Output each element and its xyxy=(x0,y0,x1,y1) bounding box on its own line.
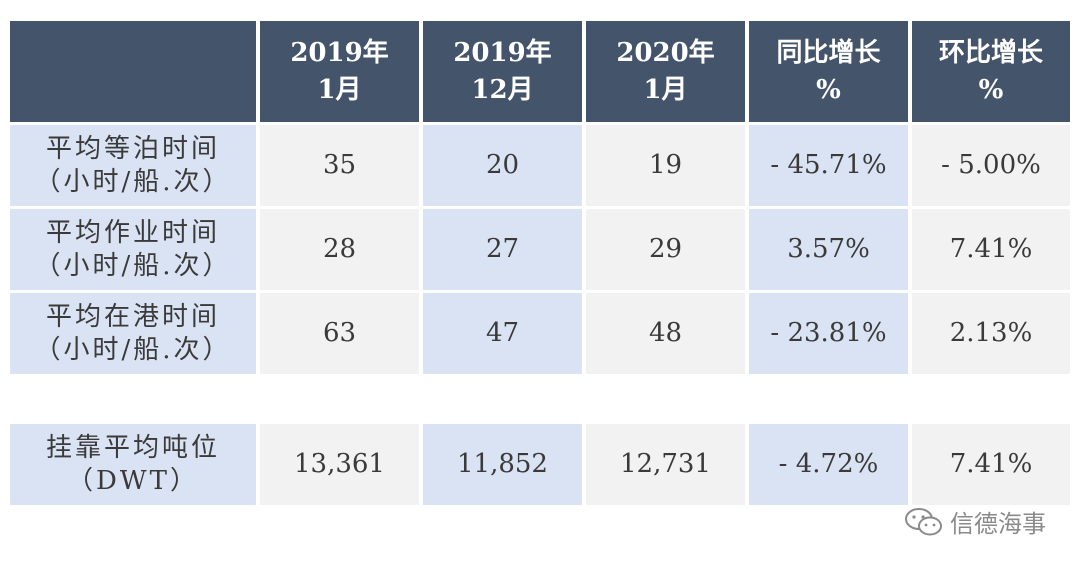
header-2019-jan: 2019年 1月 xyxy=(260,21,419,122)
table-cell: 47 xyxy=(423,293,582,374)
header-yoy-growth: 同比增长 % xyxy=(749,21,908,122)
table-cell: 7.41% xyxy=(912,424,1070,505)
table-cell: 28 xyxy=(260,209,419,290)
table-cell: 27 xyxy=(423,209,582,290)
table-cell: 3.57% xyxy=(749,209,908,290)
watermark: 信德海事 xyxy=(904,504,1046,539)
table-cell: 2.13% xyxy=(912,293,1070,374)
watermark-text: 信德海事 xyxy=(950,510,1046,538)
header-2019-dec: 2019年 12月 xyxy=(423,21,582,122)
table-cell: 7.41% xyxy=(912,209,1070,290)
data-table: 2019年 1月 2019年 12月 2020年 1月 同比增长 % 环比增长 … xyxy=(10,21,1070,505)
wechat-icon xyxy=(905,507,942,535)
table-cell: 11,852 xyxy=(423,424,582,505)
header-corner xyxy=(10,21,256,122)
table-cell: 12,731 xyxy=(586,424,745,505)
table-cell: - 45.71% xyxy=(749,125,908,206)
header-2020-jan: 2020年 1月 xyxy=(586,21,745,122)
row-label: 挂靠平均吨位 （DWT） xyxy=(10,424,256,505)
table-cell: 19 xyxy=(586,125,745,206)
spacer xyxy=(423,377,582,421)
table-cell: 35 xyxy=(260,125,419,206)
table-cell: 29 xyxy=(586,209,745,290)
spacer xyxy=(260,377,419,421)
spacer xyxy=(586,377,745,421)
spacer xyxy=(10,377,256,421)
table-cell: 13,361 xyxy=(260,424,419,505)
table-cell: - 5.00% xyxy=(912,125,1070,206)
table-cell: - 23.81% xyxy=(749,293,908,374)
spacer xyxy=(912,377,1070,421)
table-cell: 48 xyxy=(586,293,745,374)
spacer xyxy=(749,377,908,421)
row-label: 平均等泊时间 （小时/船.次） xyxy=(10,125,256,206)
table-cell: 20 xyxy=(423,125,582,206)
header-mom-growth: 环比增长 % xyxy=(912,21,1070,122)
table-cell: - 4.72% xyxy=(749,424,908,505)
row-label: 平均在港时间 （小时/船.次） xyxy=(10,293,256,374)
row-label: 平均作业时间 （小时/船.次） xyxy=(10,209,256,290)
table-cell: 63 xyxy=(260,293,419,374)
